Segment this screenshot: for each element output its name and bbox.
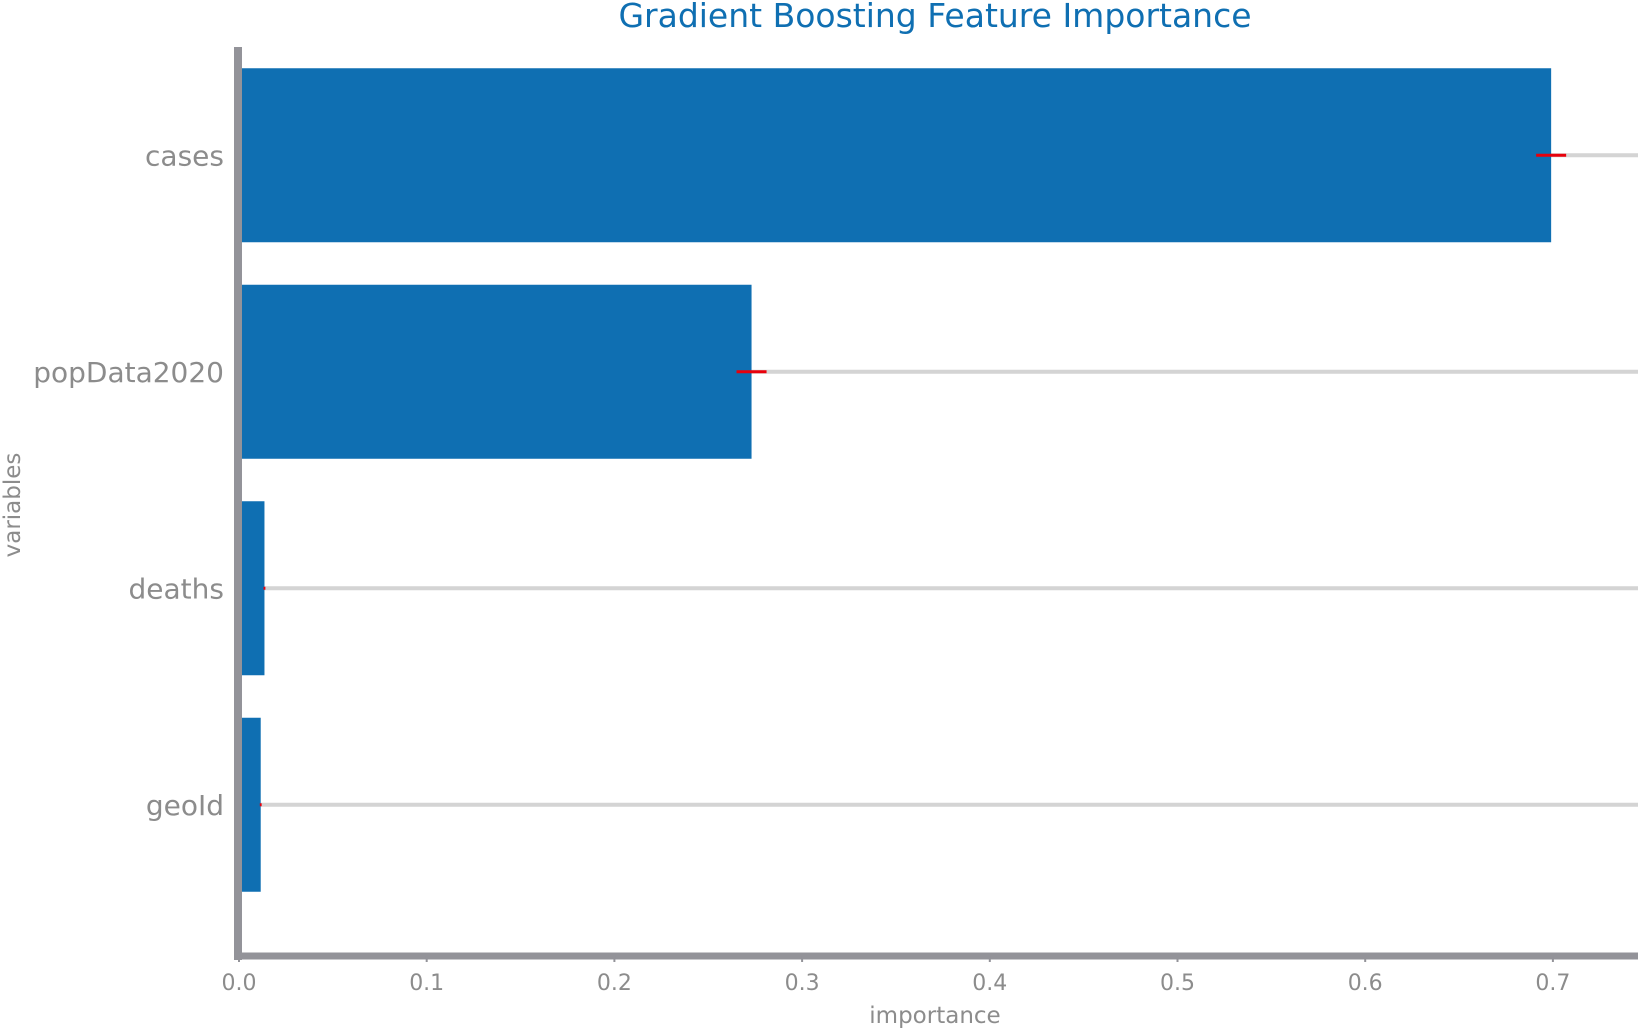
grid-lines	[242, 153, 1638, 807]
y-tick-label-deaths: deaths	[129, 572, 224, 605]
x-tick-label: 0.2	[597, 971, 632, 996]
x-tick-label: 0.6	[1348, 971, 1383, 996]
chart-title: Gradient Boosting Feature Importance	[618, 0, 1251, 35]
y-tick-label-popdata2020: popData2020	[33, 356, 224, 389]
y-axis-label: variables	[0, 453, 26, 558]
bars	[242, 68, 1552, 892]
x-tick-label: 0.0	[222, 971, 257, 996]
y-axis-ticks: cases popData2020 deaths geoId	[33, 139, 224, 822]
y-tick-label-cases: cases	[145, 139, 224, 172]
y-tick-label-geoid: geoId	[146, 789, 224, 822]
bar-popdata2020	[242, 284, 752, 459]
x-axis-label: importance	[869, 1003, 1000, 1029]
bar-deaths	[242, 501, 265, 676]
x-axis-ticks: 0.0 0.1 0.2 0.3 0.4 0.5 0.6 0.7	[222, 956, 1570, 996]
x-tick-label: 0.5	[1160, 971, 1195, 996]
bar-geoid	[242, 717, 261, 892]
x-tick-label: 0.4	[972, 971, 1007, 996]
error-bars	[259, 153, 1567, 807]
x-tick-label: 0.1	[409, 971, 444, 996]
bar-cases	[242, 68, 1552, 243]
x-tick-label: 0.3	[785, 971, 820, 996]
x-tick-label: 0.7	[1535, 971, 1570, 996]
